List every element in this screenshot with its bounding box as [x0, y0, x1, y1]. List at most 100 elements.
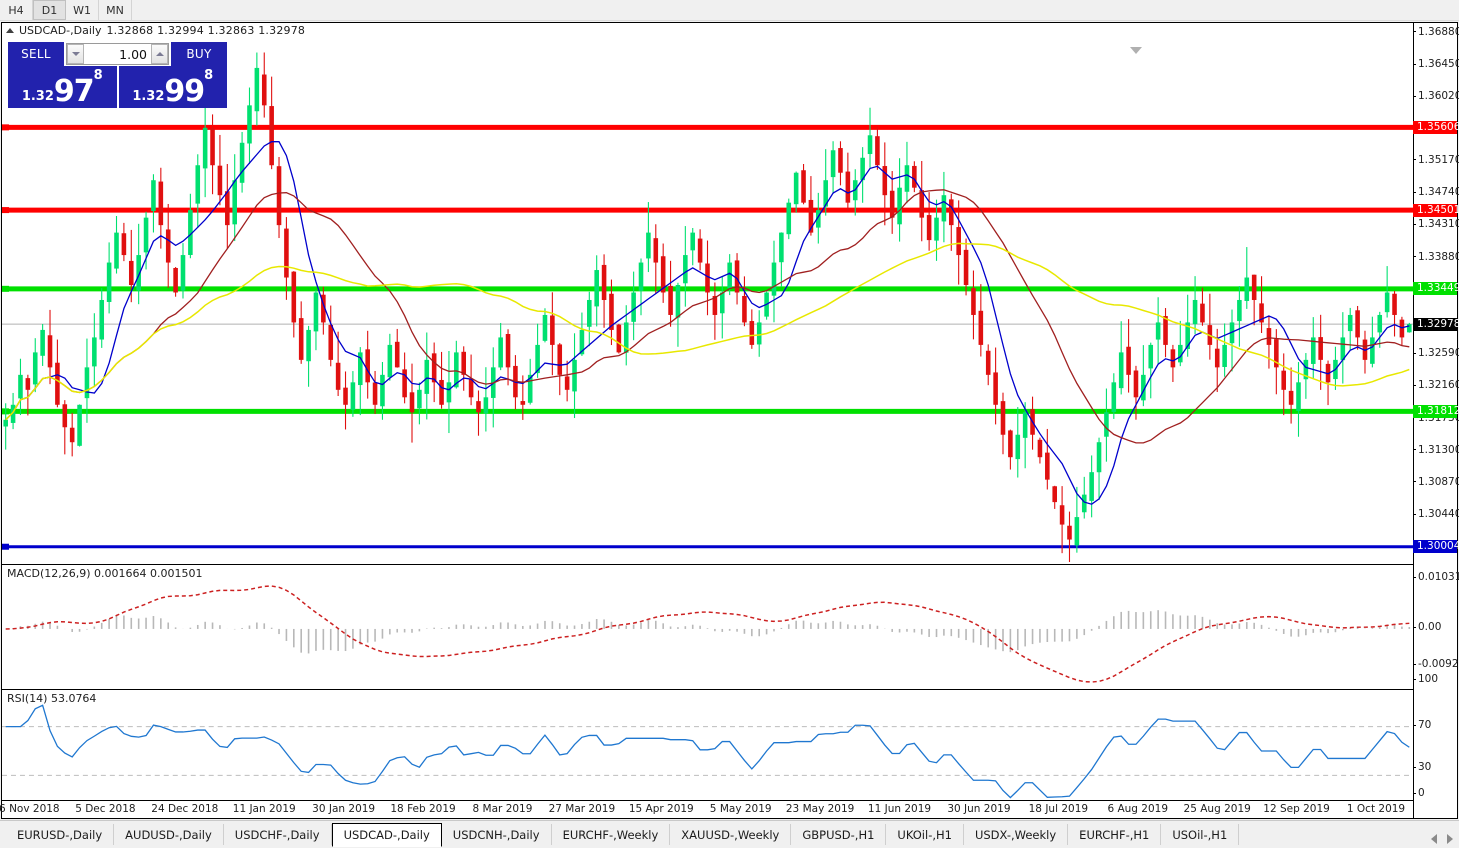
sell-price-prefix: 1.32	[21, 89, 54, 104]
rsi-axis-tick: 30	[1413, 761, 1457, 773]
chart-tab-0[interactable]: EURUSD-,Daily	[6, 824, 115, 845]
scroll-left-icon[interactable]	[1431, 834, 1437, 844]
date-tick: 1 Oct 2019	[1346, 803, 1406, 815]
price-tick: 1.34740	[1413, 186, 1459, 198]
rsi-chart-svg	[2, 704, 1413, 799]
chart-tab-1[interactable]: AUDUSD-,Daily	[114, 824, 224, 845]
price-tick: 1.34310	[1413, 218, 1459, 230]
timeframe-w1[interactable]: W1	[66, 0, 99, 20]
date-tick: 25 Aug 2019	[1183, 803, 1251, 815]
chart-tab-8[interactable]: UKOil-,H1	[886, 824, 964, 845]
buy-price-big: 99	[164, 74, 205, 109]
price-level-label-current[interactable]: 1.32978	[1413, 317, 1459, 331]
price-tick: 1.30870	[1413, 476, 1459, 488]
macd-chart-svg	[5, 585, 1411, 683]
chart-tab-5[interactable]: EURCHF-,Weekly	[552, 824, 671, 845]
rsi-axis-tick: 0	[1413, 787, 1457, 799]
date-tick: 23 May 2019	[785, 803, 855, 815]
trade-panel-top-row: SELL 1.00 BUY	[8, 42, 227, 66]
chart-tab-6[interactable]: XAUUSD-,Weekly	[670, 824, 792, 845]
buy-price-prefix: 1.32	[132, 89, 165, 104]
date-axis: 16 Nov 2018 5 Dec 2018 24 Dec 2018 11 Jan 2…	[0, 800, 1413, 818]
date-tick: 24 Dec 2018	[151, 803, 219, 815]
price-tick: 1.31300	[1413, 444, 1459, 456]
chart-tab-11[interactable]: USOil-,H1	[1161, 824, 1240, 845]
date-tick: 8 Mar 2019	[472, 803, 533, 815]
chart-ohlc-values: 1.32868 1.32994 1.32863 1.32978	[106, 24, 306, 37]
rsi-pane[interactable]: RSI(14) 53.0764	[2, 689, 1413, 812]
price-level-label-support[interactable]: 1.31812	[1413, 404, 1459, 418]
one-click-trading-panel[interactable]: SELL 1.00 BUY 1.32 97 8	[8, 42, 227, 108]
price-tick: 1.36020	[1413, 90, 1459, 102]
macd-pane[interactable]: MACD(12,26,9) 0.001664 0.001501	[2, 564, 1413, 686]
volume-value[interactable]: 1.00	[119, 46, 147, 62]
buy-price-quote[interactable]: 1.32 99 8	[118, 66, 227, 109]
rsi-title: RSI(14) 53.0764	[7, 692, 97, 705]
chevron-down-icon	[71, 52, 80, 56]
price-level-label-resistance[interactable]: 1.34501	[1413, 203, 1459, 217]
date-tick: 11 Jun 2019	[867, 803, 932, 815]
buy-price-fraction: 8	[204, 68, 214, 83]
chart-tab-2[interactable]: USDCHF-,Daily	[224, 824, 332, 845]
date-tick: 11 Jan 2019	[232, 803, 296, 815]
macd-axis-tick: -0.00920	[1413, 658, 1459, 670]
price-tick: 1.35170	[1413, 154, 1459, 166]
sell-price-quote[interactable]: 1.32 97 8	[8, 66, 117, 108]
chart-tab-bar[interactable]: EURUSD-,Daily AUDUSD-,Daily USDCHF-,Daily U…	[0, 820, 1459, 848]
date-tick: 18 Feb 2019	[390, 803, 456, 815]
chart-tab-9[interactable]: USDX-,Weekly	[964, 824, 1069, 845]
price-tick: 1.32590	[1413, 347, 1459, 359]
timeframe-toolbar: H4 D1 W1 MN	[0, 0, 1459, 21]
sell-price-big: 97	[53, 74, 95, 109]
price-level-label-resistance[interactable]: 1.35606	[1413, 120, 1459, 134]
date-tick: 16 Nov 2018	[0, 803, 60, 815]
price-tick: 1.30440	[1413, 508, 1459, 520]
trade-panel-quotes: 1.32 97 8 1.32 99 8	[8, 66, 227, 108]
chart-tab-3[interactable]: USDCAD-,Daily	[331, 822, 442, 847]
volume-increase-button[interactable]	[151, 44, 168, 64]
price-level-label-support[interactable]: 1.33449	[1413, 282, 1459, 296]
date-tick: 5 May 2019	[709, 803, 772, 815]
buy-button[interactable]: BUY	[171, 42, 227, 66]
price-tick: 1.33880	[1413, 251, 1459, 263]
chart-tab-7[interactable]: GBPUSD-,H1	[791, 824, 887, 845]
chart-header: USDCAD-,Daily 1.32868 1.32994 1.32863 1.…	[2, 23, 305, 38]
price-pane[interactable]	[2, 23, 1413, 562]
date-tick: 30 Jun 2019	[947, 803, 1011, 815]
date-tick: 5 Dec 2018	[75, 803, 136, 815]
date-tick: 27 Mar 2019	[548, 803, 616, 815]
timeframe-h4[interactable]: H4	[0, 0, 33, 20]
chart-tab-10[interactable]: EURCHF-,H1	[1068, 824, 1162, 845]
rsi-axis-tick: 100	[1413, 673, 1457, 685]
rsi-axis-tick: 70	[1413, 719, 1457, 731]
date-tick: 15 Apr 2019	[628, 803, 694, 815]
sell-price-fraction: 8	[93, 68, 103, 83]
date-tick: 6 Aug 2019	[1107, 803, 1169, 815]
price-level-label-target[interactable]: 1.30004	[1413, 540, 1459, 554]
price-axis[interactable]: 1.36880 1.36450 1.36020 1.35170 1.34740 1.343…	[1413, 23, 1459, 818]
sell-button[interactable]: SELL	[8, 42, 64, 66]
collapse-triangle-icon[interactable]	[6, 28, 14, 33]
date-tick: 18 Jul 2019	[1028, 803, 1089, 815]
price-chart-svg	[2, 52, 1413, 562]
chart-symbol-label: USDCAD-,Daily	[19, 24, 102, 37]
macd-title: MACD(12,26,9) 0.001664 0.001501	[7, 567, 203, 580]
chevron-up-icon	[155, 52, 164, 56]
price-tick: 1.36450	[1413, 58, 1459, 70]
timeframe-mn[interactable]: MN	[99, 0, 132, 20]
macd-axis-tick: 0.00	[1413, 621, 1457, 633]
date-tick: 12 Sep 2019	[1263, 803, 1330, 815]
price-tick: 1.36880	[1413, 26, 1459, 38]
date-tick: 30 Jan 2019	[312, 803, 376, 815]
chart-tab-4[interactable]: USDCNH-,Daily	[442, 824, 552, 845]
scroll-right-icon[interactable]	[1447, 834, 1453, 844]
volume-input[interactable]: 1.00	[66, 43, 169, 65]
volume-decrease-button[interactable]	[67, 44, 84, 64]
macd-axis-tick: 0.010311	[1413, 571, 1459, 583]
timeframe-d1[interactable]: D1	[33, 0, 66, 20]
price-tick: 1.32160	[1413, 379, 1459, 391]
chart-dropdown-arrow-icon[interactable]	[1130, 47, 1142, 54]
tab-scroll-controls[interactable]	[1431, 834, 1453, 844]
chart-window[interactable]: USDCAD-,Daily 1.32868 1.32994 1.32863 1.…	[0, 22, 1459, 819]
